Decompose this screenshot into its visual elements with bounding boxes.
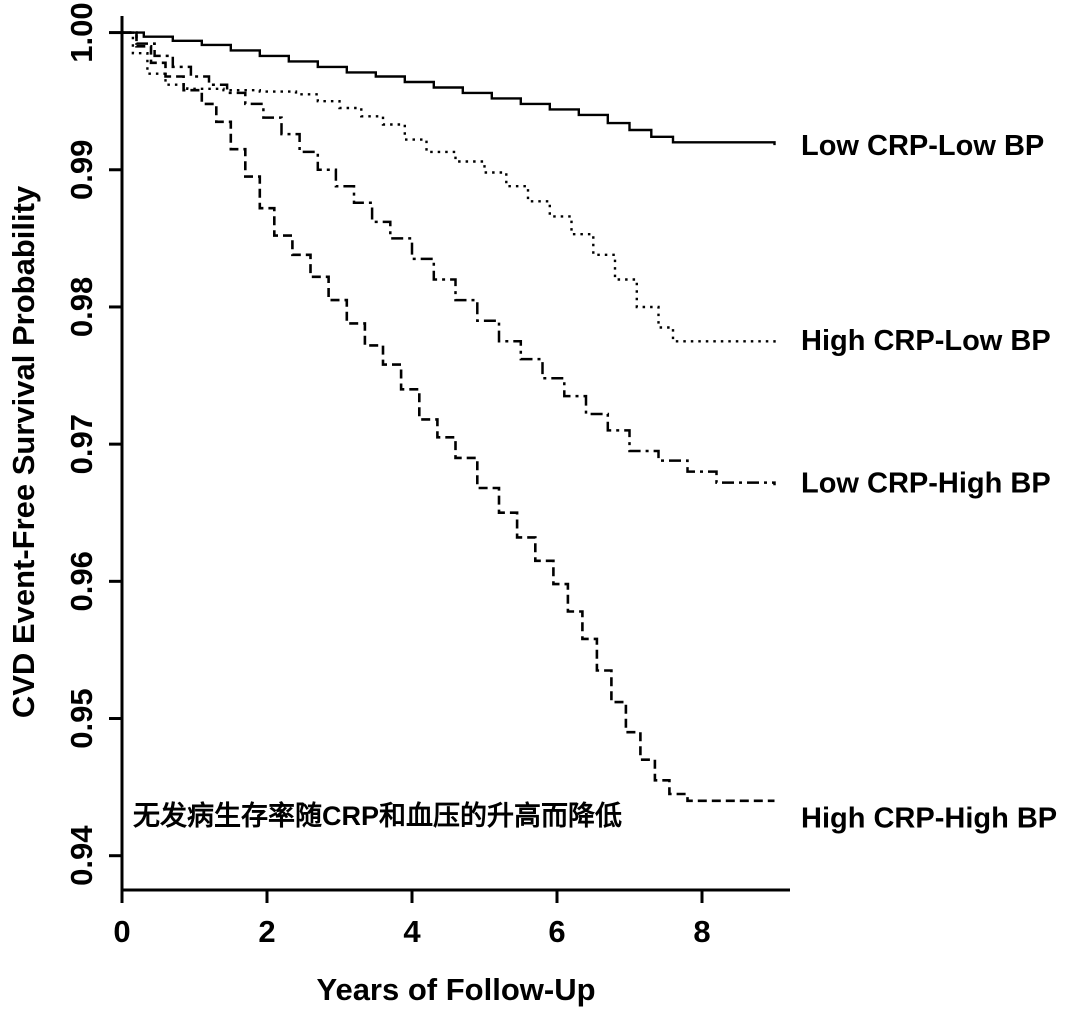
- y-tick-label: 0.96: [64, 551, 99, 611]
- curve-label-high-crp-high-bp: High CRP-High BP: [801, 802, 1057, 834]
- x-tick-label: 8: [693, 914, 710, 949]
- curve-high-crp-low-bp: [122, 31, 776, 346]
- y-axis-title: CVD Event-Free Survival Probability: [6, 185, 41, 718]
- x-tick-label: 4: [403, 914, 421, 949]
- y-tick-label: 0.94: [64, 825, 99, 886]
- curve-label-high-crp-low-bp: High CRP-Low BP: [801, 325, 1051, 357]
- y-tick-label: 0.98: [64, 277, 99, 337]
- x-tick-label: 0: [113, 914, 130, 949]
- x-tick-label: 2: [258, 914, 275, 949]
- x-axis-title: Years of Follow-Up: [316, 972, 595, 1007]
- curve-high-crp-high-bp: [122, 31, 775, 803]
- curve-low-crp-high-bp: [122, 31, 776, 486]
- annotation-text: 无发病生存率随CRP和血压的升高而降低: [133, 800, 622, 831]
- curve-low-crp-low-bp: [122, 31, 776, 146]
- y-tick-label: 0.99: [64, 140, 99, 200]
- y-tick-label: 0.95: [64, 688, 99, 748]
- curve-label-low-crp-high-bp: Low CRP-High BP: [801, 468, 1051, 500]
- y-tick-label: 1.00: [64, 2, 99, 62]
- curve-label-low-crp-low-bp: Low CRP-Low BP: [801, 130, 1044, 162]
- x-tick-label: 6: [548, 914, 565, 949]
- y-tick-label: 0.97: [64, 414, 99, 474]
